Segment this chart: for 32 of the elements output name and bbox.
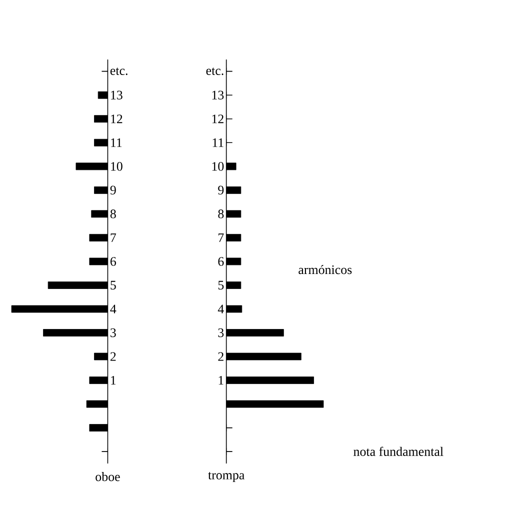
y-tick-label: 1 <box>218 376 224 385</box>
y-tick-label: 5 <box>110 280 116 290</box>
y-tick-label: 6 <box>218 257 224 266</box>
y-tick-label: 13 <box>212 90 224 100</box>
y-tick-label: etc. <box>206 68 224 76</box>
y-tick-label: 7 <box>218 233 224 242</box>
y-tick-label: 2 <box>218 352 224 361</box>
y-tick-label: 2 <box>110 352 116 361</box>
y-tick-label: 6 <box>110 257 116 266</box>
y-tick-label: 3 <box>218 328 224 338</box>
y-tick-label: 7 <box>110 233 116 242</box>
y-tick-label: 10 <box>212 162 224 171</box>
y-tick-label: 8 <box>218 210 224 218</box>
y-tick-label: 5 <box>218 280 224 290</box>
y-tick-label: etc. <box>110 68 128 76</box>
y-tick-label: 4 <box>218 304 224 314</box>
text: nota fundamental <box>354 446 444 456</box>
y-tick-label: 9 <box>218 186 224 195</box>
y-tick-label: 11 <box>111 138 122 147</box>
y-tick-label: 11 <box>212 138 224 147</box>
x-axis-title: oboe <box>96 472 120 482</box>
y-tick-label: 10 <box>111 162 122 171</box>
y-tick-label: 3 <box>110 328 116 338</box>
y-tick-label: 12 <box>111 114 122 124</box>
y-tick-label: 4 <box>110 304 116 314</box>
annotation: armónicos <box>298 264 352 274</box>
y-tick-label: 9 <box>110 186 116 195</box>
y-tick-label: 8 <box>110 210 116 218</box>
x-axis-title: trompa <box>208 472 245 482</box>
y-tick-label: 12 <box>212 114 224 124</box>
y-tick-label: 13 <box>111 90 122 100</box>
y-tick-label: 1 <box>111 376 116 385</box>
